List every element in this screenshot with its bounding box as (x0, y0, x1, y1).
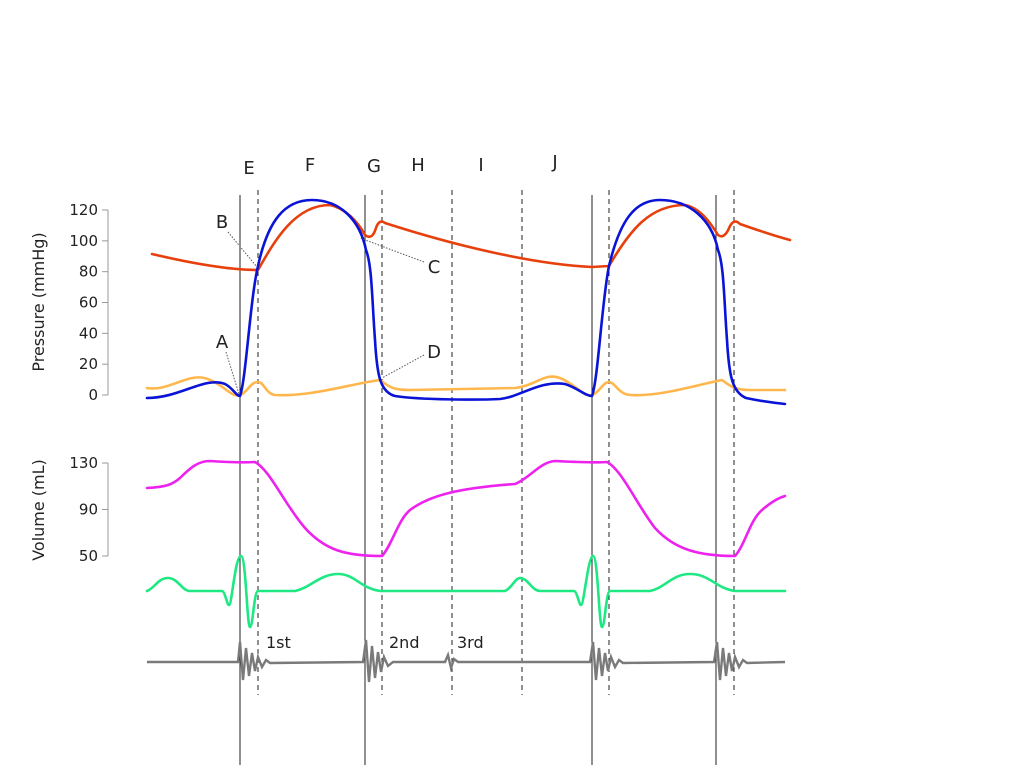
phase-label: F (305, 155, 315, 176)
heart-sound-label: 2nd (389, 633, 419, 652)
pressure-tick-label: 120 (69, 201, 98, 219)
pressure-tick-label: 100 (69, 232, 98, 250)
pressure-axis-title: Pressure (mmHg) (29, 232, 48, 371)
ecg (145, 554, 787, 629)
aortic-pressure (150, 203, 792, 272)
volume-tick-label: 50 (79, 547, 98, 565)
phase-label: J (551, 152, 557, 173)
callout-label: D (427, 342, 441, 363)
pressure-tick-label: 20 (79, 355, 98, 373)
phase-label: I (478, 155, 483, 176)
phase-lines (239, 195, 717, 765)
heart-sound-label: 1st (266, 633, 291, 652)
dashed-phase-lines (257, 190, 735, 695)
volume-tick-label: 90 (79, 501, 98, 519)
callout-lines (225, 231, 425, 395)
ventricular-volume (145, 459, 787, 558)
phonocardiogram (147, 639, 786, 683)
pressure-tick-label: 0 (88, 386, 98, 404)
phase-label: H (411, 155, 425, 176)
callout-label: B (216, 212, 228, 233)
callout-label: C (428, 257, 441, 278)
phase-label: E (243, 158, 254, 179)
pressure-tick-label: 40 (79, 324, 98, 342)
heart-sound-label: 3rd (457, 633, 484, 652)
volume-tick-label: 130 (69, 454, 98, 472)
phase-label: G (367, 156, 381, 177)
volume-axis-title: Volume (mL) (29, 459, 48, 561)
ventricular-pressure (145, 198, 787, 406)
pressure-tick-label: 60 (79, 294, 98, 312)
pressure-tick-label: 80 (79, 263, 98, 281)
callout-label: A (216, 332, 229, 353)
